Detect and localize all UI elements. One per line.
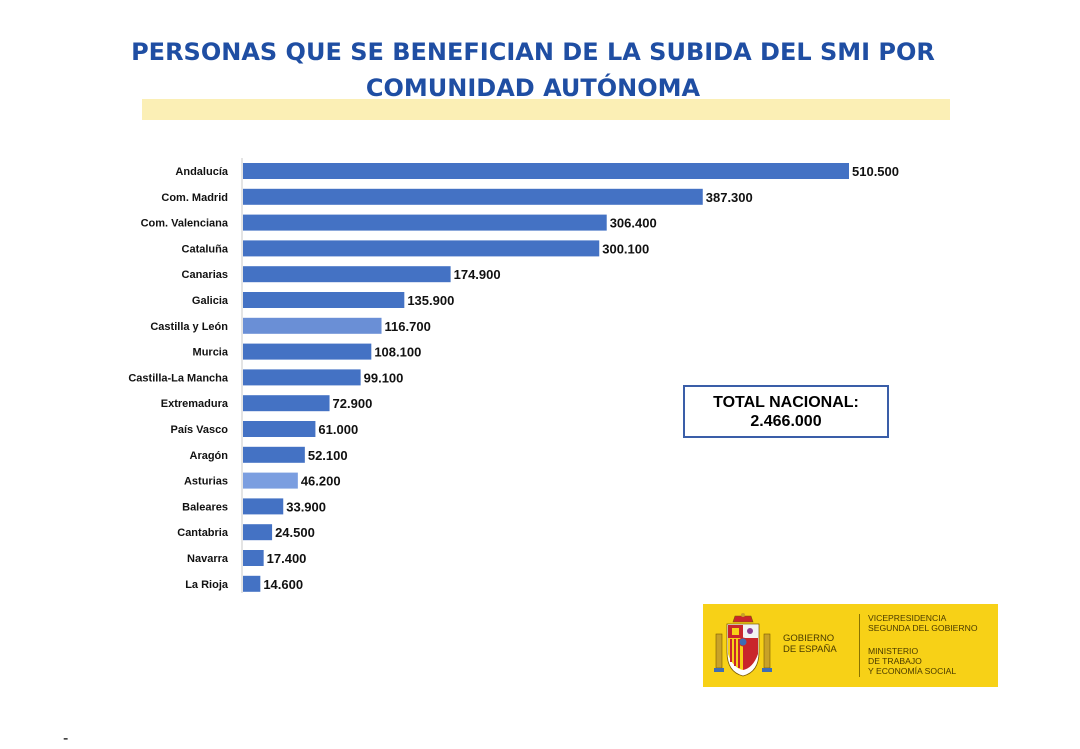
category-label-navarra: Navarra xyxy=(187,553,229,565)
category-label-aragon: Aragón xyxy=(190,450,229,462)
total-value: 2.466.000 xyxy=(750,413,822,430)
bar-castilla-y-leon xyxy=(243,317,382,334)
category-label-castilla-la-mancha: Castilla-La Mancha xyxy=(128,372,229,384)
value-label-galicia: 135.900 xyxy=(407,293,454,308)
ministerio-line-3: Y ECONOMÍA SOCIAL xyxy=(868,666,957,676)
logo-divider xyxy=(859,614,860,677)
total-label: TOTAL NACIONAL: xyxy=(713,394,859,411)
bar-canarias xyxy=(243,266,451,283)
bar-aragon xyxy=(243,446,305,463)
bar-andalucia xyxy=(243,163,849,179)
gobierno-text: GOBIERNO DE ESPAÑA xyxy=(783,633,837,655)
value-label-castilla-y-leon: 116.700 xyxy=(385,319,431,334)
category-label-canarias: Canarias xyxy=(182,269,228,281)
category-label-galicia: Galicia xyxy=(192,295,229,307)
chart-title-line-1: PERSONAS QUE SE BENEFICIAN DE LA SUBIDA … xyxy=(131,38,935,66)
value-label-cantabria: 24.500 xyxy=(275,525,315,540)
category-label-com-madrid: Com. Madrid xyxy=(161,192,228,204)
bar-castilla-la-mancha xyxy=(243,369,361,386)
category-label-asturias: Asturias xyxy=(184,476,228,488)
bar-cantabria xyxy=(243,524,273,541)
category-label-cataluna: Cataluña xyxy=(182,243,229,255)
vice-line-2: SEGUNDA DEL GOBIERNO xyxy=(868,623,978,633)
vice-line-1: VICEPRESIDENCIA xyxy=(868,613,947,623)
value-label-castilla-la-mancha: 99.100 xyxy=(364,370,404,385)
footer-mark: - xyxy=(63,730,69,747)
bar-baleares xyxy=(243,498,284,515)
category-label-com-valenciana: Com. Valenciana xyxy=(141,218,229,230)
bar-com-valenciana xyxy=(243,214,607,231)
bar-com-madrid xyxy=(243,188,703,205)
value-label-asturias: 46.200 xyxy=(301,474,341,489)
bar-pais-vasco xyxy=(243,421,316,437)
category-label-extremadura: Extremadura xyxy=(161,398,229,410)
value-label-la-rioja: 14.600 xyxy=(263,577,303,592)
value-label-baleares: 33.900 xyxy=(286,499,326,514)
bar-la-rioja xyxy=(243,575,261,592)
value-label-navarra: 17.400 xyxy=(267,551,307,566)
coat-of-arms-icon xyxy=(714,613,772,677)
category-label-la-rioja: La Rioja xyxy=(185,579,229,591)
gobierno-line-2: DE ESPAÑA xyxy=(783,644,837,655)
gobierno-logo: GOBIERNO DE ESPAÑA VICEPRESIDENCIA SEGUN… xyxy=(703,604,998,687)
bar-murcia xyxy=(243,343,372,360)
category-label-andalucia: Andalucía xyxy=(175,166,228,178)
ministerio-text: MINISTERIO DE TRABAJO Y ECONOMÍA SOCIAL xyxy=(868,646,956,676)
gobierno-line-1: GOBIERNO xyxy=(783,633,835,644)
total-nacional-box: TOTAL NACIONAL: 2.466.000 xyxy=(683,385,889,438)
bars-group: Andalucía 510.500 Com. Madrid 387.300 Com. V… xyxy=(128,163,899,592)
ministerio-line-2: DE TRABAJO xyxy=(868,656,922,666)
value-label-murcia: 108.100 xyxy=(374,345,421,360)
category-label-castilla-y-leon: Castilla y León xyxy=(150,321,228,333)
bar-galicia xyxy=(243,292,405,308)
chart-title: PERSONAS QUE SE BENEFICIAN DE LA SUBIDA … xyxy=(0,34,1066,106)
ministerio-line-1: MINISTERIO xyxy=(868,646,919,656)
bar-cataluna xyxy=(243,240,600,257)
value-label-extremadura: 72.900 xyxy=(333,396,373,411)
vicepresidencia-text: VICEPRESIDENCIA SEGUNDA DEL GOBIERNO xyxy=(868,613,978,633)
category-label-murcia: Murcia xyxy=(193,347,229,359)
value-label-pais-vasco: 61.000 xyxy=(318,422,358,437)
value-label-com-madrid: 387.300 xyxy=(706,190,753,205)
category-label-baleares: Baleares xyxy=(182,501,228,513)
value-label-cataluna: 300.100 xyxy=(602,241,649,256)
chart-title-line-2: COMUNIDAD AUTÓNOMA xyxy=(365,74,701,102)
value-label-com-valenciana: 306.400 xyxy=(610,216,657,231)
title-highlight-band xyxy=(142,99,950,120)
bar-asturias xyxy=(243,472,298,489)
value-label-canarias: 174.900 xyxy=(454,267,501,282)
bar-extremadura xyxy=(243,395,330,412)
value-label-aragon: 52.100 xyxy=(308,448,348,463)
category-label-pais-vasco: País Vasco xyxy=(171,424,229,436)
bar-navarra xyxy=(243,550,264,566)
value-label-andalucia: 510.500 xyxy=(852,164,899,179)
category-label-cantabria: Cantabria xyxy=(177,527,229,539)
